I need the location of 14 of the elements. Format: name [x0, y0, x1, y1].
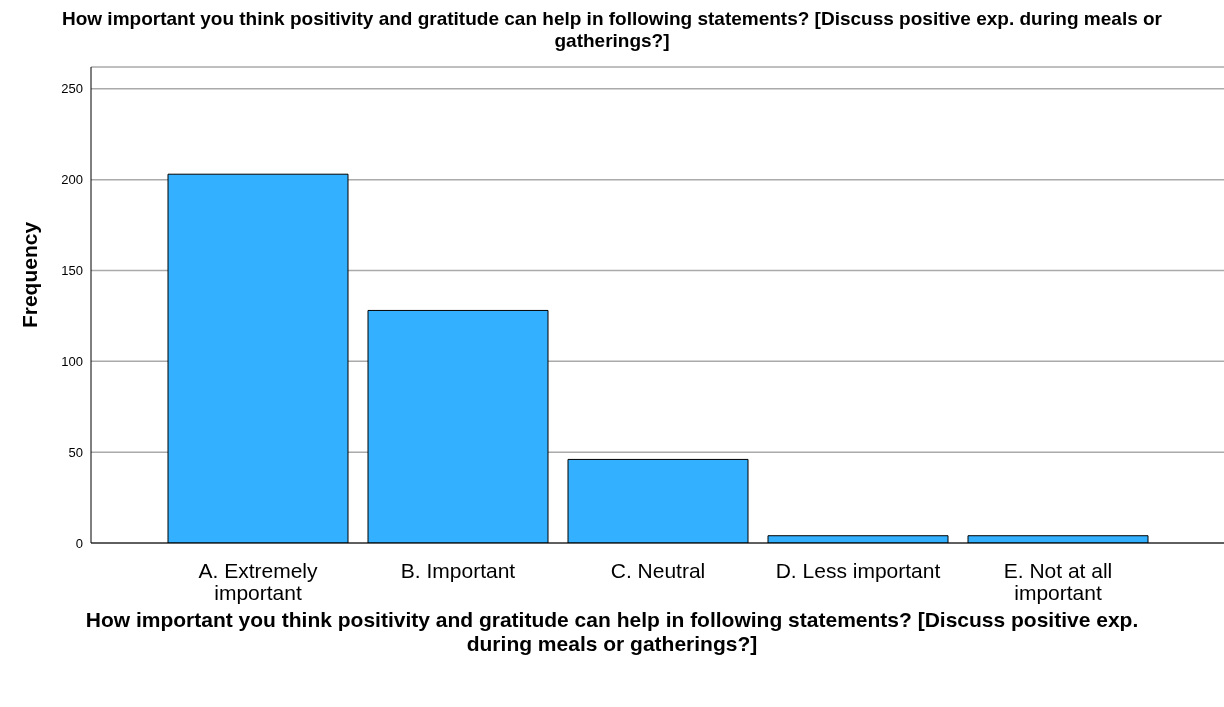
y-axis-title: Frequency — [18, 220, 42, 331]
x-tick-label: C. Neutral — [610, 558, 706, 582]
x-tick-label: D. Less important — [775, 558, 941, 582]
y-tick-label: 0 — [75, 535, 83, 551]
y-tick-label: 250 — [61, 81, 83, 97]
y-tick-label: 200 — [61, 172, 83, 188]
chart-title: How important you think positivity and gratitude can help in following statements? [Discuss positive exp. during meals or gatherings?] — [60, 8, 1163, 53]
y-tick-label: 150 — [61, 263, 83, 279]
x-tick-label: A. Extremely important — [198, 558, 319, 604]
y-tick-label: 50 — [68, 444, 83, 460]
x-tick-label: E. Not at all important — [1003, 558, 1113, 604]
y-tick-label: 100 — [61, 353, 83, 369]
x-tick-label: B. Important — [400, 558, 516, 582]
x-axis-title: How important you think positivity and gratitude can help in following statements? [Discuss positive exp. during meals or gatherings?] — [84, 608, 1140, 656]
